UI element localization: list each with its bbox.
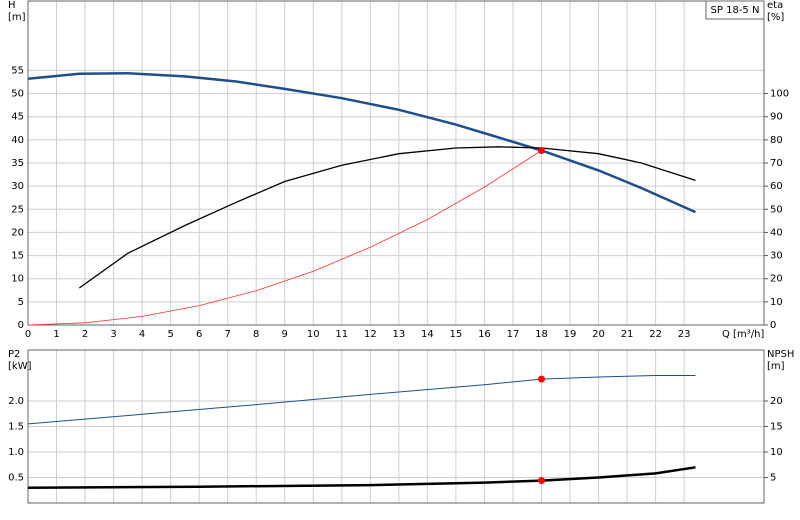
duty-point (537, 375, 545, 383)
y2-tick-label: 90 (770, 112, 783, 123)
x-tick-label: 11 (335, 329, 348, 340)
y2-tick-label: 50 (770, 204, 783, 215)
y-tick-label: 0.5 (8, 473, 24, 484)
y-tick-label: 40 (11, 135, 24, 146)
y-tick-label: 50 (11, 89, 24, 100)
y-tick-label: 45 (11, 112, 24, 123)
y-tick-label: 55 (11, 65, 24, 76)
y2-tick-label: 80 (770, 135, 783, 146)
y2-tick-label: 70 (770, 158, 783, 169)
y2-tick-label: 0 (770, 320, 776, 331)
x-tick-label: 9 (282, 329, 288, 340)
x-tick-label: 17 (507, 329, 520, 340)
x-tick-label: 4 (139, 329, 145, 340)
chart-title: SP 18-5 N (711, 5, 760, 16)
curve (27, 150, 542, 326)
x-tick-label: 18 (535, 329, 548, 340)
y2-tick-label: 5 (770, 473, 776, 484)
curve (27, 71, 697, 214)
x-tick-label: 14 (421, 329, 434, 340)
y-tick-label: 25 (11, 204, 24, 215)
x-tick-label: 6 (196, 329, 202, 340)
y-tick-label: 1.5 (8, 422, 24, 433)
y2-tick-label: 20 (770, 396, 783, 407)
x-tick-label: 3 (110, 329, 116, 340)
plot-frame (27, 349, 765, 504)
y2-tick-label: 60 (770, 181, 783, 192)
title-box (705, 0, 765, 20)
y-tick-label: 2.0 (8, 396, 24, 407)
x-tick-label: 15 (450, 329, 463, 340)
y2-tick-label: 15 (770, 422, 783, 433)
y2-tick-label: 40 (770, 227, 783, 238)
y2-axis-label: NPSH (767, 349, 794, 360)
x-tick-label: 13 (392, 329, 405, 340)
y-tick-label: 30 (11, 181, 24, 192)
x-tick-label: 0 (25, 329, 31, 340)
x-tick-label: 5 (167, 329, 173, 340)
duty-point (537, 477, 545, 485)
curve (27, 375, 696, 425)
x-tick-label: 12 (364, 329, 377, 340)
x-tick-label: 2 (82, 329, 88, 340)
y-tick-label: 15 (11, 251, 24, 262)
x-tick-label: 10 (307, 329, 320, 340)
y2-tick-label: 30 (770, 251, 783, 262)
x-tick-label: 1 (53, 329, 59, 340)
y2-tick-label: 100 (770, 89, 789, 100)
y-tick-label: 5 (18, 297, 24, 308)
x-tick-label: 16 (478, 329, 491, 340)
x-tick-label: 8 (253, 329, 259, 340)
y2-axis-label: [%] (767, 12, 784, 23)
y-tick-label: 35 (11, 158, 24, 169)
y2-tick-label: 10 (770, 447, 783, 458)
y-tick-label: 1.0 (8, 447, 24, 458)
y2-axis-label: eta (767, 0, 783, 11)
x-tick-label: 22 (649, 329, 662, 340)
plot-frame (27, 0, 765, 326)
curve (27, 466, 696, 489)
y-axis-label: [m] (8, 12, 26, 23)
x-tick-label: 19 (564, 329, 577, 340)
y-tick-label: 20 (11, 227, 24, 238)
y2-axis-label: [m] (767, 361, 785, 372)
y-axis-label: H (8, 0, 16, 11)
x-tick-label: 23 (678, 329, 691, 340)
x-axis-label: Q [m³/h] (722, 329, 764, 340)
y-axis-label: [kW] (8, 361, 32, 372)
y-axis-label: P2 (8, 349, 20, 360)
x-tick-label: 21 (621, 329, 634, 340)
duty-point (537, 147, 545, 155)
y2-tick-label: 20 (770, 274, 783, 285)
y2-tick-label: 10 (770, 297, 783, 308)
x-tick-label: 7 (225, 329, 231, 340)
y-tick-label: 0 (18, 320, 24, 331)
x-tick-label: 20 (592, 329, 605, 340)
y-tick-label: 10 (11, 274, 24, 285)
curve (78, 146, 696, 289)
